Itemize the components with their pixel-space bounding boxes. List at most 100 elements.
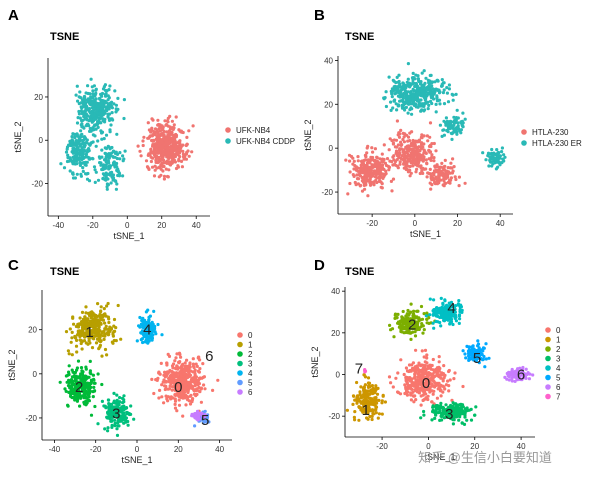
data-point [500,146,504,150]
data-point [162,177,166,181]
data-point [122,421,126,425]
data-point [146,121,150,125]
data-point [116,303,120,308]
data-point [365,161,369,165]
data-point [448,126,452,131]
data-point [121,154,125,158]
data-point [451,98,455,102]
data-point [78,163,82,167]
data-point [437,411,441,415]
data-point [501,157,505,161]
data-point [62,166,67,170]
data-point [425,175,429,179]
data-point [437,310,442,314]
data-point [93,381,97,385]
data-point [391,106,395,110]
data-point [447,170,451,174]
data-point [402,135,406,139]
data-point [156,376,160,380]
data-point [399,329,403,334]
data-point [159,167,163,171]
data-point [192,388,196,392]
data-point [70,143,74,148]
data-point [414,388,418,392]
legend-swatch [237,389,243,395]
data-point [153,155,157,159]
data-point [430,400,434,404]
data-point [111,155,116,159]
data-point [80,125,84,129]
data-point [166,116,170,120]
data-point [374,398,378,402]
data-point [84,98,88,102]
data-point [402,148,406,152]
data-point [164,387,168,391]
data-point [424,370,428,374]
data-point [397,79,401,84]
data-point [106,114,110,119]
data-point [428,297,432,301]
data-point [426,139,430,143]
data-point [157,396,161,400]
data-point [457,299,461,303]
data-point [417,101,421,105]
data-point [420,349,424,353]
data-point [86,91,90,96]
data-point [405,382,410,386]
cluster-label: 0 [422,375,430,392]
data-point [79,174,83,178]
data-point [407,363,412,367]
data-point [428,121,433,125]
data-point [401,309,405,314]
legend-swatch [545,346,551,352]
data-point [435,99,439,103]
data-point [193,416,197,420]
data-point [160,140,164,144]
cluster-label: 3 [112,406,120,423]
data-point [395,75,399,79]
data-point [185,358,189,362]
data-point [453,129,457,133]
data-point [193,382,197,387]
data-point [156,322,160,327]
data-point [87,398,91,402]
data-point [80,112,84,116]
data-point [455,126,459,130]
data-point [197,355,201,359]
data-point [498,154,502,158]
data-point [110,145,114,150]
data-point [438,102,442,106]
data-point [84,365,88,369]
data-point [396,166,400,170]
data-point [80,347,84,351]
y-tick-label: -20 [321,188,333,197]
data-point [157,156,161,160]
data-point [112,317,117,322]
data-point [115,108,119,112]
data-point [174,133,179,137]
cluster-label: 5 [201,412,209,429]
data-point [484,357,488,361]
data-point [435,383,439,387]
data-point [98,345,102,349]
data-point [90,118,94,122]
scatter-points [59,77,195,191]
data-point [353,398,357,402]
data-point [411,80,415,85]
data-point [74,324,78,329]
data-point [107,416,111,420]
data-point [455,108,459,112]
data-point [431,80,435,84]
data-point [91,92,95,96]
data-point [427,82,431,86]
x-tick-label: 40 [192,221,201,230]
data-point [167,376,171,380]
data-point [380,152,384,156]
data-point [434,412,438,416]
data-point [494,167,498,171]
data-point [380,163,385,167]
panel-letter: C [8,257,19,274]
data-point [495,148,499,152]
data-point [188,362,192,366]
